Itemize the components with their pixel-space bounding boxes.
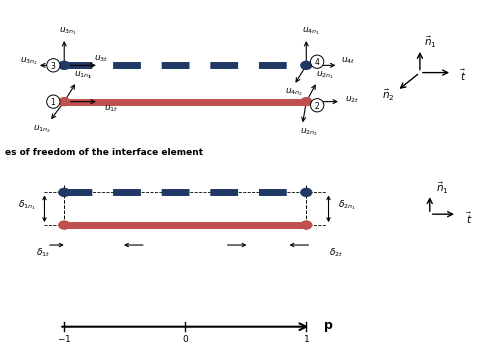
Text: $\vec{n}_2$: $\vec{n}_2$ [381, 88, 394, 103]
Text: $1$: $1$ [303, 333, 310, 344]
Circle shape [59, 188, 70, 196]
Circle shape [301, 61, 312, 69]
Text: $2$: $2$ [314, 100, 320, 111]
Text: $\mathbf{p}$: $\mathbf{p}$ [323, 320, 334, 334]
Text: $\vec{t}$: $\vec{t}$ [459, 68, 466, 83]
Text: $\vec{t}$: $\vec{t}$ [466, 210, 473, 225]
Circle shape [301, 98, 312, 106]
Text: $3$: $3$ [50, 60, 56, 71]
Text: es of freedom of the interface element: es of freedom of the interface element [5, 148, 203, 157]
Text: $u_{4t}$: $u_{4t}$ [341, 56, 356, 66]
Text: $\delta_{1t}$: $\delta_{1t}$ [36, 246, 50, 258]
Text: $-1$: $-1$ [57, 333, 72, 344]
Text: $u_{3t}$: $u_{3t}$ [94, 54, 109, 64]
Text: $\vec{n}_1$: $\vec{n}_1$ [424, 35, 437, 50]
Text: $4$: $4$ [314, 56, 320, 67]
Circle shape [301, 221, 312, 229]
Text: $u_{2n_2}$: $u_{2n_2}$ [300, 127, 318, 138]
Text: $u_{3n_1}$: $u_{3n_1}$ [59, 25, 77, 37]
Text: $u_{2n_1}$: $u_{2n_1}$ [316, 69, 334, 81]
Circle shape [59, 98, 70, 106]
Text: $0$: $0$ [182, 333, 189, 344]
Text: $1$: $1$ [50, 96, 56, 107]
Text: $u_{3n_2}$: $u_{3n_2}$ [20, 55, 38, 67]
Text: $\delta_{1n_1}$: $\delta_{1n_1}$ [18, 198, 36, 212]
Text: $u_{4n_1}$: $u_{4n_1}$ [302, 25, 320, 37]
Text: $u_{2t}$: $u_{2t}$ [344, 95, 359, 105]
Circle shape [59, 61, 70, 69]
Text: $u_{1t}$: $u_{1t}$ [104, 104, 119, 114]
Circle shape [301, 188, 312, 196]
Text: $u_{1n_2}$: $u_{1n_2}$ [33, 123, 51, 135]
Text: $u_{4n_2}$: $u_{4n_2}$ [285, 86, 303, 98]
Circle shape [59, 221, 70, 229]
Text: $\delta_{2t}$: $\delta_{2t}$ [329, 246, 343, 258]
Text: $u_{1n_{\mathbf{1}}}$: $u_{1n_{\mathbf{1}}}$ [74, 69, 92, 81]
Text: $\delta_{2n_1}$: $\delta_{2n_1}$ [338, 198, 356, 212]
Text: $\vec{n}_1$: $\vec{n}_1$ [436, 181, 449, 196]
